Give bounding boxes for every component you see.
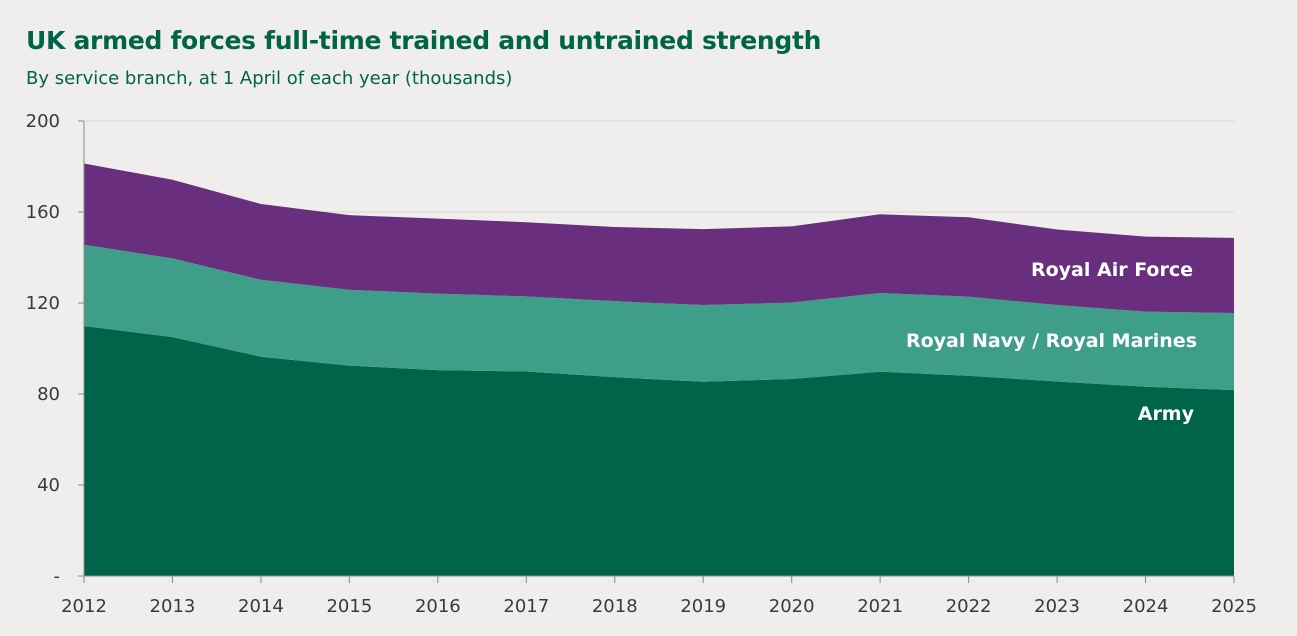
- area-royal-navy-royal-marines: [84, 244, 1234, 391]
- x-tick-label: 2015: [326, 596, 372, 617]
- y-tick-label: 120: [26, 293, 60, 314]
- x-tick-label: 2016: [415, 596, 461, 617]
- area-army: [84, 325, 1234, 576]
- area-royal-air-force: [84, 163, 1234, 314]
- chart-subtitle: By service branch, at 1 April of each ye…: [26, 68, 513, 89]
- y-tick-labels: - 40 80 120 160 200: [26, 111, 60, 587]
- y-tick-label: 160: [26, 202, 60, 223]
- y-tick-label: 200: [26, 111, 60, 132]
- x-tick-label: 2024: [1123, 596, 1169, 617]
- series-label-royal-air-force: Royal Air Force: [1031, 259, 1193, 281]
- x-tick-label: 2013: [150, 596, 196, 617]
- x-tick-label: 2021: [857, 596, 903, 617]
- chart-title: UK armed forces full-time trained and un…: [26, 26, 822, 55]
- x-tick-label: 2025: [1211, 596, 1257, 617]
- y-tick-label: 40: [37, 475, 60, 496]
- area-series: [84, 163, 1234, 576]
- y-tick-label: 80: [37, 384, 60, 405]
- x-tick-label: 2023: [1034, 596, 1080, 617]
- x-tick-label: 2019: [680, 596, 726, 617]
- x-tick-labels: 2012 2013 2014 2015 2016 2017 2018 2019 2020 2021…: [61, 596, 1257, 617]
- series-label-royal-navy-royal-marines: Royal Navy / Royal Marines: [906, 330, 1197, 352]
- axes: [78, 120, 1235, 583]
- x-tick-label: 2012: [61, 596, 107, 617]
- series-label-army: Army: [1138, 403, 1195, 425]
- x-tick-label: 2017: [503, 596, 549, 617]
- y-tick-label: -: [54, 566, 61, 587]
- x-tick-label: 2020: [769, 596, 815, 617]
- x-tick-label: 2014: [238, 596, 284, 617]
- series-labels: Army Royal Navy / Royal Marines Royal Air …: [906, 259, 1197, 425]
- x-tick-label: 2022: [946, 596, 992, 617]
- x-tick-label: 2018: [592, 596, 638, 617]
